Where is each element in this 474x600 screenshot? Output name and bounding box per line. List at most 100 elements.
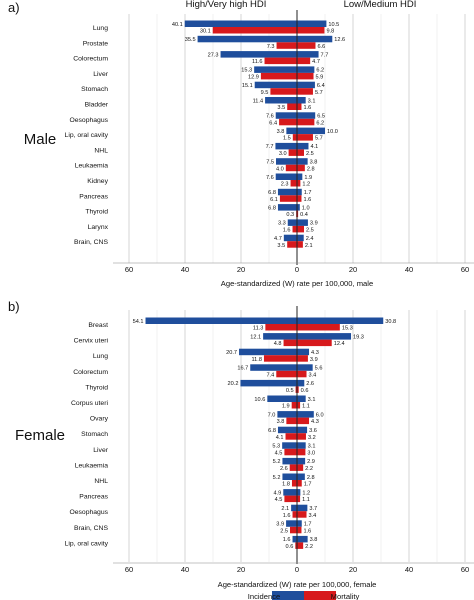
bar-mortality-high-hdi xyxy=(290,526,297,534)
bar-incidence-high-hdi xyxy=(282,442,297,449)
value-label-mortality-high-hdi: 2.6 xyxy=(280,466,288,472)
value-label-incidence-low-hdi: 4.3 xyxy=(311,350,319,356)
value-label-incidence-high-hdi: 11.4 xyxy=(253,98,263,104)
value-label-incidence-high-hdi: 1.6 xyxy=(283,537,291,543)
value-label-mortality-high-hdi: 1.6 xyxy=(283,513,291,519)
value-label-incidence-low-hdi: 4.1 xyxy=(310,144,318,150)
bar-incidence-high-hdi xyxy=(277,411,297,418)
value-label-incidence-low-hdi: 6.4 xyxy=(317,83,325,89)
bar-incidence-low-hdi xyxy=(297,81,315,89)
bar-incidence-low-hdi xyxy=(297,97,306,104)
bar-mortality-high-hdi xyxy=(292,511,297,518)
left-header: High/Very high HDI xyxy=(186,0,267,10)
bar-mortality-high-hdi xyxy=(290,180,297,187)
value-label-mortality-low-hdi: 1.1 xyxy=(302,404,310,410)
bar-mortality-high-hdi xyxy=(279,195,297,202)
bar-mortality-high-hdi xyxy=(285,433,297,440)
bar-incidence-low-hdi xyxy=(297,504,308,512)
bar-incidence-high-hdi xyxy=(282,457,297,465)
value-label-incidence-high-hdi: 3.8 xyxy=(277,129,285,135)
value-label-incidence-low-hdi: 30.8 xyxy=(385,319,396,325)
value-label-mortality-high-hdi: 7.3 xyxy=(267,44,275,50)
bar-incidence-low-hdi xyxy=(297,20,327,27)
bar-incidence-low-hdi xyxy=(297,158,308,165)
bar-incidence-low-hdi xyxy=(297,112,316,119)
value-label-mortality-low-hdi: 12.4 xyxy=(334,341,345,347)
bar-mortality-high-hdi xyxy=(212,27,297,34)
bar-incidence-low-hdi xyxy=(297,333,352,340)
category-label: Stomach xyxy=(81,431,108,438)
x-tick-label: 40 xyxy=(405,565,413,574)
bar-incidence-low-hdi xyxy=(297,35,333,43)
category-label: Pancreas xyxy=(79,193,108,200)
value-label-incidence-high-hdi: 35.5 xyxy=(185,37,196,43)
value-label-incidence-low-hdi: 12.6 xyxy=(334,37,345,43)
bar-incidence-high-hdi xyxy=(240,379,297,387)
category-label: Brain, CNS xyxy=(74,525,108,532)
x-tick-label: 40 xyxy=(181,565,189,574)
value-label-mortality-high-hdi: 7.4 xyxy=(266,372,274,378)
value-label-incidence-low-hdi: 10.5 xyxy=(328,22,339,28)
legend: Incidence Mortality xyxy=(248,591,360,600)
bar-mortality-low-hdi xyxy=(297,118,315,126)
bar-incidence-high-hdi xyxy=(277,188,297,196)
value-label-incidence-high-hdi: 10.6 xyxy=(254,397,265,403)
bar-incidence-low-hdi xyxy=(297,66,315,73)
bar-mortality-low-hdi xyxy=(297,195,302,202)
bar-mortality-low-hdi xyxy=(297,495,301,503)
category-label: Leukaemia xyxy=(75,163,108,170)
value-label-mortality-low-hdi: 2.1 xyxy=(305,243,313,249)
value-label-mortality-high-hdi: 4.1 xyxy=(276,435,284,441)
bar-mortality-low-hdi xyxy=(297,386,299,393)
value-label-mortality-low-hdi: 0.4 xyxy=(300,212,308,218)
bar-incidence-low-hdi xyxy=(297,51,319,58)
value-label-incidence-low-hdi: 2.8 xyxy=(307,475,315,481)
bar-incidence-low-hdi xyxy=(297,473,305,480)
bar-incidence-high-hdi xyxy=(263,333,297,340)
x-tick-label: 60 xyxy=(461,565,469,574)
category-label: Larynx xyxy=(88,224,109,231)
bar-mortality-low-hdi xyxy=(297,355,308,362)
value-label-mortality-high-hdi: 3.0 xyxy=(279,151,287,157)
value-label-incidence-high-hdi: 4.7 xyxy=(274,236,282,242)
group-label: Female xyxy=(15,427,65,444)
bar-mortality-low-hdi xyxy=(297,42,316,49)
value-label-mortality-low-hdi: 5.7 xyxy=(315,136,323,142)
bar-incidence-high-hdi xyxy=(276,158,297,165)
value-label-mortality-high-hdi: 9.5 xyxy=(261,90,269,96)
x-tick-label: 20 xyxy=(349,565,357,574)
value-label-incidence-high-hdi: 7.6 xyxy=(266,114,274,120)
category-label: Brain, CNS xyxy=(74,239,108,246)
value-label-incidence-low-hdi: 1.9 xyxy=(304,175,312,181)
value-label-incidence-low-hdi: 1.7 xyxy=(304,190,312,196)
value-label-incidence-low-hdi: 6.2 xyxy=(316,68,324,74)
bar-incidence-low-hdi xyxy=(297,173,303,180)
category-label: NHL xyxy=(94,147,108,154)
value-label-mortality-low-hdi: 3.2 xyxy=(308,435,316,441)
bar-incidence-high-hdi xyxy=(220,51,297,58)
bar-mortality-low-hdi xyxy=(297,57,311,65)
value-label-mortality-high-hdi: 2.5 xyxy=(280,528,288,534)
bar-mortality-low-hdi xyxy=(297,180,301,187)
value-label-mortality-high-hdi: 6.1 xyxy=(270,197,278,203)
bar-mortality-low-hdi xyxy=(297,324,340,331)
value-label-incidence-low-hdi: 1.2 xyxy=(302,490,310,496)
value-label-mortality-low-hdi: 1.6 xyxy=(303,528,311,534)
category-label: Oesophagus xyxy=(69,117,108,124)
bar-mortality-high-hdi xyxy=(291,402,297,409)
category-label: Colorectum xyxy=(73,369,108,376)
value-label-incidence-low-hdi: 6.0 xyxy=(316,412,324,418)
value-label-incidence-low-hdi: 7.7 xyxy=(321,52,329,58)
legend-swatch-mortality xyxy=(304,591,336,600)
bar-incidence-high-hdi xyxy=(286,127,297,135)
value-label-incidence-high-hdi: 5.3 xyxy=(272,444,280,450)
value-label-mortality-high-hdi: 0.3 xyxy=(286,212,294,218)
panel-label: a) xyxy=(8,0,20,15)
x-tick-label: 60 xyxy=(461,265,469,274)
value-label-mortality-low-hdi: 1.7 xyxy=(304,482,312,488)
bar-incidence-high-hdi xyxy=(292,535,297,543)
bar-incidence-low-hdi xyxy=(297,411,314,418)
bar-incidence-low-hdi xyxy=(297,188,302,196)
bar-incidence-high-hdi xyxy=(275,173,297,180)
